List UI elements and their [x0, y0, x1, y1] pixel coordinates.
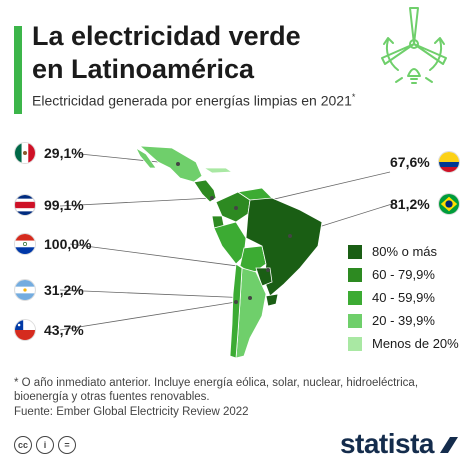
region-baja-california: [135, 146, 157, 169]
region-central-america: [193, 179, 217, 203]
region-peru: [213, 221, 247, 265]
leader-line-paraguay: [69, 243, 269, 271]
legend-label: 20 - 39,9%: [372, 313, 435, 328]
legend-item: 20 - 39,9%: [340, 309, 464, 332]
region-brazil: [245, 197, 323, 297]
subtitle-text: Electricidad generada por energías limpi…: [32, 92, 352, 109]
legend-item: Menos de 20%: [340, 332, 464, 355]
legend-label: 40 - 59,9%: [372, 290, 435, 305]
legend-swatch-under-20: [348, 336, 362, 351]
footnote: * O año inmediato anterior. Incluye ener…: [14, 377, 419, 403]
leader-line-chile: [59, 301, 237, 331]
value-costa-rica: 99,1%: [44, 197, 84, 213]
legend-swatch-20-40: [348, 313, 362, 328]
marker-chile: [234, 300, 238, 304]
label-costa-rica: 99,1%: [14, 193, 84, 217]
region-uruguay: [265, 293, 279, 307]
title-accent-bar: [14, 26, 22, 114]
leader-line-argentina: [59, 289, 251, 299]
marker-mexico: [176, 162, 180, 166]
label-mexico: 29,1%: [14, 141, 84, 165]
legend-item: 40 - 59,9%: [340, 286, 464, 309]
value-mexico: 29,1%: [44, 145, 84, 161]
cc-icon[interactable]: cc: [14, 436, 32, 454]
chart-subtitle: Electricidad generada por energías limpi…: [32, 92, 355, 109]
title-line-2: en Latinoamérica: [32, 54, 255, 84]
legend-label: 60 - 79,9%: [372, 267, 435, 282]
value-chile: 43,7%: [44, 322, 84, 338]
region-caribbean: [202, 167, 234, 174]
subtitle-asterisk: *: [351, 92, 356, 102]
value-colombia: 67,6%: [390, 154, 430, 170]
label-colombia: 67,6%: [390, 150, 460, 174]
value-argentina: 31,2%: [44, 282, 84, 298]
nd-icon[interactable]: =: [58, 436, 76, 454]
marker-colombia: [234, 206, 238, 210]
wind-turbine-icon: [381, 7, 447, 84]
marker-argentina: [248, 296, 252, 300]
mexico-flag: [14, 142, 36, 164]
marker-paraguay: [266, 268, 270, 272]
statista-logo[interactable]: statista: [340, 428, 460, 460]
legend-swatch-40-60: [348, 290, 362, 305]
legend-item: 60 - 79,9%: [340, 263, 464, 286]
label-brazil: 81,2%: [390, 192, 460, 216]
brazil-flag: [437, 193, 460, 215]
by-icon[interactable]: i: [36, 436, 54, 454]
chart-title: La electricidad verde en Latinoamérica: [32, 20, 301, 86]
legend-swatch-80-plus: [348, 244, 362, 259]
license-icons: cc i =: [14, 436, 76, 454]
costa-rica-flag: [14, 194, 36, 216]
brand-name: statista: [339, 428, 435, 459]
latin-america-map: [59, 145, 393, 359]
label-paraguay: 100,0%: [14, 232, 91, 256]
source-text: Fuente: Ember Global Electricity Review …: [14, 406, 249, 418]
value-paraguay: 100,0%: [44, 236, 92, 252]
country-markers: [176, 162, 292, 304]
title-line-1: La electricidad verde: [32, 21, 301, 51]
chile-flag: [14, 319, 36, 341]
argentina-flag: [14, 279, 36, 301]
leader-line-costa-rica: [59, 197, 213, 207]
marker-costa-rica: [210, 196, 214, 200]
region-chile: [229, 263, 243, 359]
marker-brazil: [288, 234, 292, 238]
legend-item: 80% o más: [340, 240, 464, 263]
legend: 80% o más 60 - 79,9% 40 - 59,9% 20 - 39,…: [340, 240, 464, 356]
legend-label: Menos de 20%: [372, 336, 459, 351]
legend-swatch-60-80: [348, 267, 362, 282]
label-argentina: 31,2%: [14, 278, 84, 302]
colombia-flag: [437, 151, 460, 173]
label-chile: 43,7%: [14, 318, 84, 342]
statista-mark-icon: [440, 437, 458, 453]
paraguay-flag: [14, 233, 36, 255]
value-brazil: 81,2%: [390, 196, 430, 212]
legend-label: 80% o más: [372, 244, 438, 259]
